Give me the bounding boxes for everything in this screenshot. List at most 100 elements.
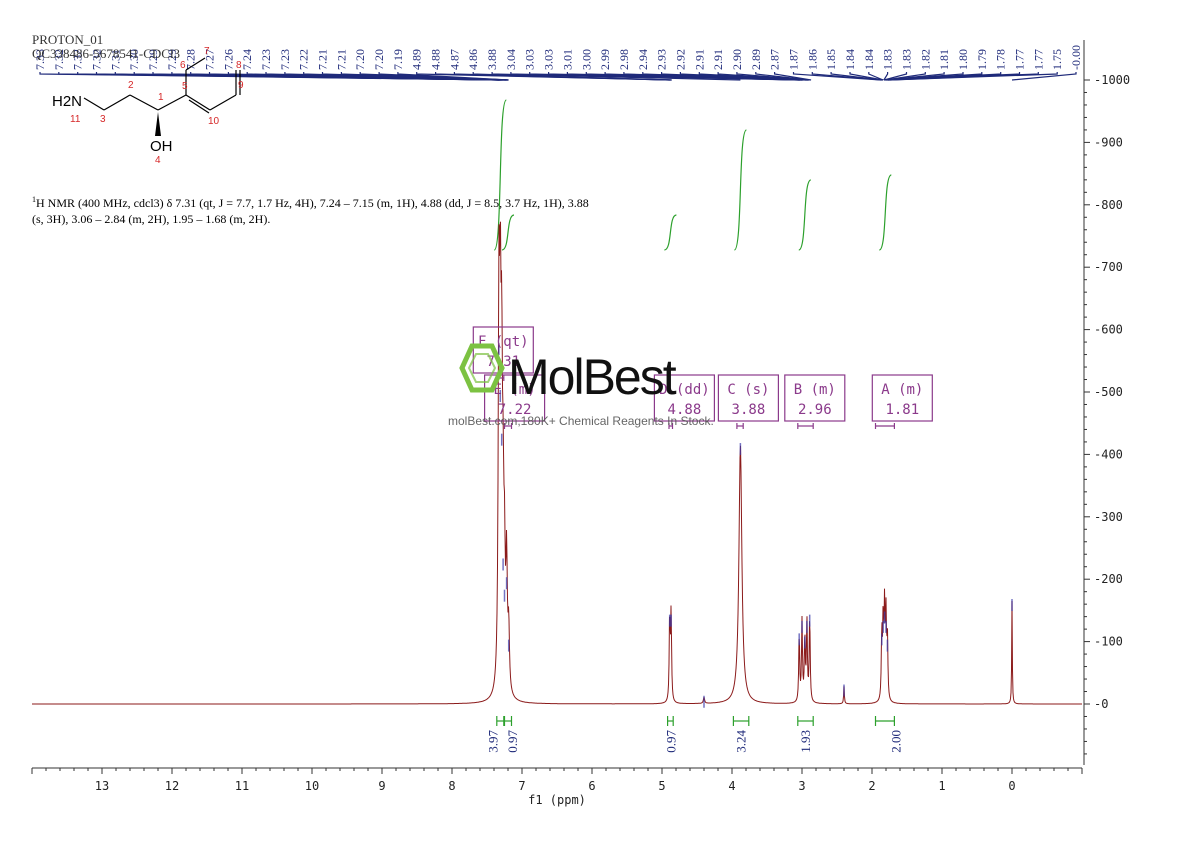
peak-label: 2.92 (673, 49, 687, 70)
molbest-watermark: MolBest (459, 343, 679, 405)
multiplet-letter: B (m) (794, 382, 836, 398)
atom-number-2: 2 (128, 80, 134, 91)
integral-curves (493, 99, 892, 251)
peak-label: 2.94 (636, 49, 650, 70)
y-tick-label: -900 (1094, 135, 1123, 149)
peak-label-connectors (39, 72, 1077, 81)
peak-label: 7.20 (353, 49, 367, 70)
y-tick-label: -0 (1094, 697, 1108, 711)
multiplet-shift: 1.81 (885, 402, 919, 418)
peak-label: 4.88 (429, 49, 443, 70)
peak-label: 7.26 (221, 49, 235, 70)
peak-label: 1.84 (862, 49, 876, 70)
multiplet-letter: A (m) (881, 382, 923, 398)
multiplet-box (472, 326, 534, 374)
peak-label: 2.90 (730, 49, 744, 70)
integral-value: 2.00 (888, 730, 903, 753)
y-tick-label: -200 (1094, 572, 1123, 586)
peak-label: 2.91 (692, 49, 706, 70)
atom-number-1: 1 (158, 92, 164, 103)
peak-label: 3.04 (504, 49, 518, 70)
peak-label: 4.87 (447, 49, 461, 70)
peak-label: 1.81 (937, 49, 951, 70)
peak-label: 7.21 (316, 49, 330, 70)
integral-value: 0.97 (663, 730, 678, 753)
multiplet-letter: D (dd) (659, 382, 710, 398)
peak-label-connector (868, 72, 884, 81)
peak-label: 1.85 (824, 49, 838, 70)
integral-curve (733, 129, 747, 251)
integral-curve (493, 99, 507, 251)
x-tick-label: 12 (165, 779, 179, 793)
peak-label-connector (884, 72, 926, 81)
atom-number-6: 6 (180, 60, 186, 71)
multiplet-letter: E (m) (494, 382, 536, 398)
peak-label: 1.82 (918, 49, 932, 70)
y-tick-label: -100 (1094, 635, 1123, 649)
peak-label: 1.80 (956, 49, 970, 70)
atom-number-3: 3 (100, 114, 106, 125)
peak-label-connector (883, 72, 889, 81)
peak-label: 3.03 (542, 49, 556, 70)
multiplet-shift: 4.88 (668, 402, 702, 418)
peak-label: 1.84 (843, 49, 857, 70)
atom-number-5: 5 (182, 81, 188, 92)
x-tick-label: 7 (518, 779, 525, 793)
peak-label: 4.86 (466, 49, 480, 70)
peak-label: 1.83 (900, 49, 914, 70)
y-tick-label: -500 (1094, 385, 1123, 399)
peak-label: 1.77 (1031, 49, 1045, 70)
peak-label-connector (883, 72, 908, 81)
peak-label: 7.32 (71, 49, 85, 70)
peak-label: 4.89 (410, 49, 424, 70)
peak-label: 3.03 (523, 49, 537, 70)
peak-label-connector (774, 72, 812, 81)
watermark-tagline: molBest.com,180K+ Chemical Reagents In S… (448, 414, 714, 428)
integral-value: 3.97 (485, 730, 500, 753)
peak-label: 2.89 (749, 49, 763, 70)
multiplet-shift: 3.88 (732, 402, 766, 418)
amine-label: H2N (52, 93, 82, 110)
y-tick-label: -700 (1094, 260, 1123, 274)
peak-label: 3.00 (579, 49, 593, 70)
peak-label: 7.29 (165, 49, 179, 70)
peak-label: 7.27 (203, 49, 217, 70)
multiplet-box (653, 374, 716, 422)
nmr-description: 1H NMR (400 MHz, cdcl3) δ 7.31 (qt, J = … (32, 192, 592, 227)
peak-label: 3.01 (560, 49, 574, 70)
peak-label-connector (1011, 72, 1077, 81)
spectrum-line (32, 221, 1082, 705)
y-tick-label: -1000 (1094, 73, 1130, 87)
x-axis-label: f1 (ppm) (528, 793, 586, 807)
spectrum-title-line1: PROTON_01 (32, 32, 104, 47)
peak-label-connector (472, 72, 672, 81)
atom-number-8: 8 (236, 60, 242, 71)
peak-label: 7.32 (90, 49, 104, 70)
integral-curve (798, 179, 812, 251)
atom-number-7: 7 (204, 46, 210, 57)
integral-value: 1.93 (798, 730, 813, 753)
multiplet-box (717, 374, 780, 422)
integral-curve (664, 214, 677, 251)
peak-label: 7.33 (33, 49, 47, 70)
integral-bars: 3.97 0.97 0.97 3.24 1.93 2.00 (485, 716, 903, 753)
nucleus-superscript: 1 (32, 195, 36, 204)
peak-label: 1.75 (1050, 49, 1064, 70)
x-tick-label: 1 (938, 779, 945, 793)
peak-label: 1.83 (881, 49, 895, 70)
x-tick-label: 8 (448, 779, 455, 793)
peak-label: -0.00 (1069, 45, 1083, 70)
peak-label: 7.24 (240, 49, 254, 70)
nmr-description-text: H NMR (400 MHz, cdcl3) δ 7.31 (qt, J = 7… (32, 196, 589, 226)
peak-label-connector (849, 72, 884, 81)
peak-label: 7.23 (259, 49, 273, 70)
peak-label-connector (889, 72, 1058, 81)
x-tick-label: 3 (798, 779, 805, 793)
multiplet-letter: C (s) (727, 382, 769, 398)
x-tick-label: 0 (1008, 779, 1015, 793)
integral-value: 3.24 (733, 730, 748, 753)
integral-value: 0.97 (505, 730, 520, 753)
multiplet-box (871, 374, 933, 422)
x-tick-label: 13 (95, 779, 109, 793)
